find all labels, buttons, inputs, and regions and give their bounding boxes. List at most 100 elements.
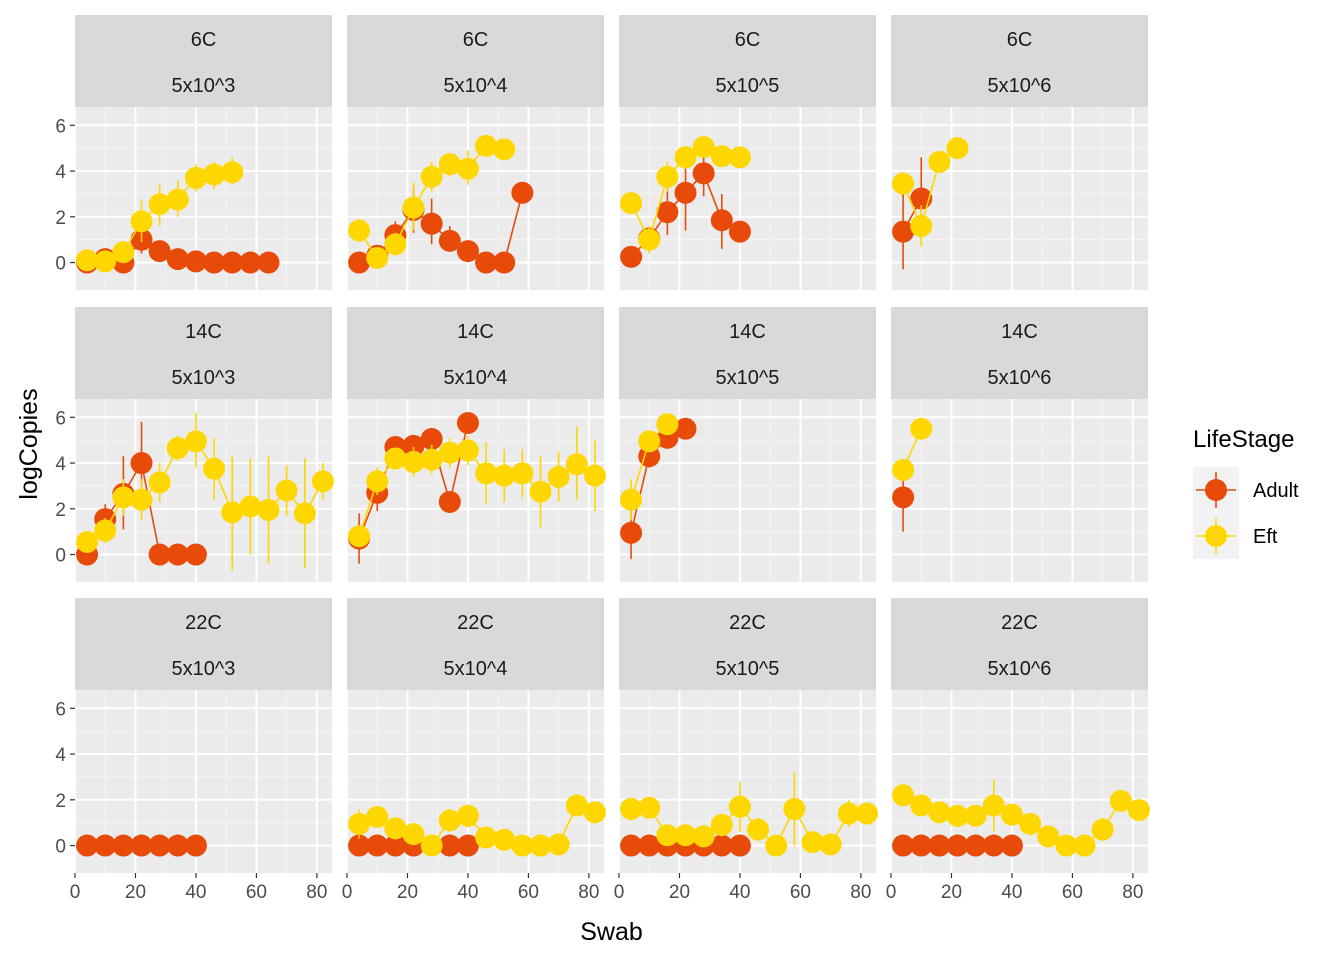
strip-label-temperature: 22C xyxy=(1001,612,1038,634)
legend: LifeStage Adult Eft xyxy=(1193,426,1299,559)
series-eft xyxy=(348,794,606,857)
data-point xyxy=(910,794,933,817)
data-point xyxy=(946,137,969,160)
data-point xyxy=(620,797,643,820)
x-tick-label: 80 xyxy=(306,882,327,903)
data-point xyxy=(892,784,915,807)
strip-label-temperature: 6C xyxy=(463,29,489,51)
x-tick-label: 0 xyxy=(614,882,625,903)
data-point xyxy=(1127,799,1150,822)
data-point xyxy=(493,828,516,851)
y-tick-label: 2 xyxy=(55,500,66,521)
data-point xyxy=(692,136,715,159)
y-tick-label: 6 xyxy=(55,408,66,429)
data-point xyxy=(656,413,679,436)
x-tick-label: 60 xyxy=(790,882,811,903)
data-point xyxy=(384,447,407,470)
data-point xyxy=(130,488,153,511)
y-axis-title: logCopies xyxy=(15,388,43,499)
data-point xyxy=(402,450,425,473)
data-point xyxy=(475,134,498,157)
x-tick-label: 60 xyxy=(246,882,267,903)
strip-label-dose: 5x10^5 xyxy=(716,367,780,389)
data-point xyxy=(511,181,534,204)
strip-label-dose: 5x10^6 xyxy=(988,658,1052,680)
data-point xyxy=(801,831,824,854)
legend-key-point xyxy=(1205,525,1227,547)
data-point xyxy=(420,834,443,857)
strip-label-dose: 5x10^3 xyxy=(172,367,236,389)
strip-label-dose: 5x10^3 xyxy=(172,658,236,680)
strip-label-dose: 5x10^6 xyxy=(988,75,1052,97)
facet-panel-14C-5x10^4: 14C 5x10^4 xyxy=(346,307,606,582)
data-point xyxy=(166,437,189,460)
strip-label-dose: 5x10^3 xyxy=(172,75,236,97)
strip-label-dose: 5x10^4 xyxy=(444,75,508,97)
data-point xyxy=(710,813,733,836)
data-point xyxy=(964,804,987,827)
facet-strip xyxy=(619,598,876,690)
data-point xyxy=(728,146,751,169)
data-point xyxy=(166,834,189,857)
legend-entry-eft: Eft xyxy=(1193,513,1278,559)
facet-panel-22C-5x10^4: 22C 5x10^4 0 20 40 60 80 xyxy=(342,598,606,903)
facet-panel-14C-5x10^3: 14C 5x10^3 0 2 4 6 xyxy=(55,307,334,582)
data-point xyxy=(420,212,443,235)
data-point xyxy=(674,824,697,847)
data-point xyxy=(892,458,915,481)
data-point xyxy=(94,834,117,857)
data-point xyxy=(892,172,915,195)
data-point xyxy=(511,834,534,857)
data-point xyxy=(456,412,479,435)
strip-label-temperature: 14C xyxy=(1001,321,1038,343)
data-point xyxy=(203,251,226,274)
data-point xyxy=(456,439,479,462)
data-point xyxy=(348,219,371,242)
facet-strip xyxy=(891,598,1148,690)
data-point xyxy=(964,834,987,857)
y-tick-label: 0 xyxy=(55,546,66,567)
legend-label: Adult xyxy=(1253,480,1299,502)
data-point xyxy=(837,802,860,825)
data-point xyxy=(348,251,371,274)
facet-panel-6C-5x10^4: 6C 5x10^4 xyxy=(346,15,604,290)
series-eft xyxy=(348,426,606,548)
data-point xyxy=(402,823,425,846)
data-point xyxy=(130,210,153,233)
data-point xyxy=(166,248,189,271)
data-point xyxy=(765,834,788,857)
x-tick-label: 60 xyxy=(1062,882,1083,903)
data-point xyxy=(583,801,606,824)
panel-background xyxy=(347,107,604,290)
panel-background xyxy=(891,107,1148,290)
data-point xyxy=(1000,834,1023,857)
x-tick-label: 80 xyxy=(578,882,599,903)
data-point xyxy=(239,495,262,518)
x-tick-label: 60 xyxy=(518,882,539,903)
x-tick-label: 80 xyxy=(1122,882,1143,903)
data-point xyxy=(529,480,552,503)
facet-panel-6C-5x10^6: 6C 5x10^6 xyxy=(890,15,1148,290)
data-point xyxy=(946,804,969,827)
strip-label-temperature: 14C xyxy=(185,321,222,343)
data-point xyxy=(112,834,135,857)
data-point xyxy=(438,809,461,832)
data-point xyxy=(747,818,770,841)
data-point xyxy=(148,834,171,857)
data-point xyxy=(583,464,606,487)
x-tick-label: 20 xyxy=(941,882,962,903)
x-tick-label: 40 xyxy=(1001,882,1022,903)
data-point xyxy=(239,251,262,274)
series-eft xyxy=(892,779,1150,857)
y-tick-label: 2 xyxy=(55,208,66,229)
data-point xyxy=(710,834,733,857)
facet-panel-22C-5x10^5: 22C 5x10^5 0 20 40 60 80 xyxy=(614,598,878,903)
data-point xyxy=(982,794,1005,817)
strip-label-temperature: 22C xyxy=(729,612,766,634)
data-point xyxy=(638,834,661,857)
y-tick-label: 0 xyxy=(55,837,66,858)
data-point xyxy=(130,834,153,857)
data-point xyxy=(1109,789,1132,812)
series-eft xyxy=(76,412,334,571)
series-eft xyxy=(348,134,516,269)
